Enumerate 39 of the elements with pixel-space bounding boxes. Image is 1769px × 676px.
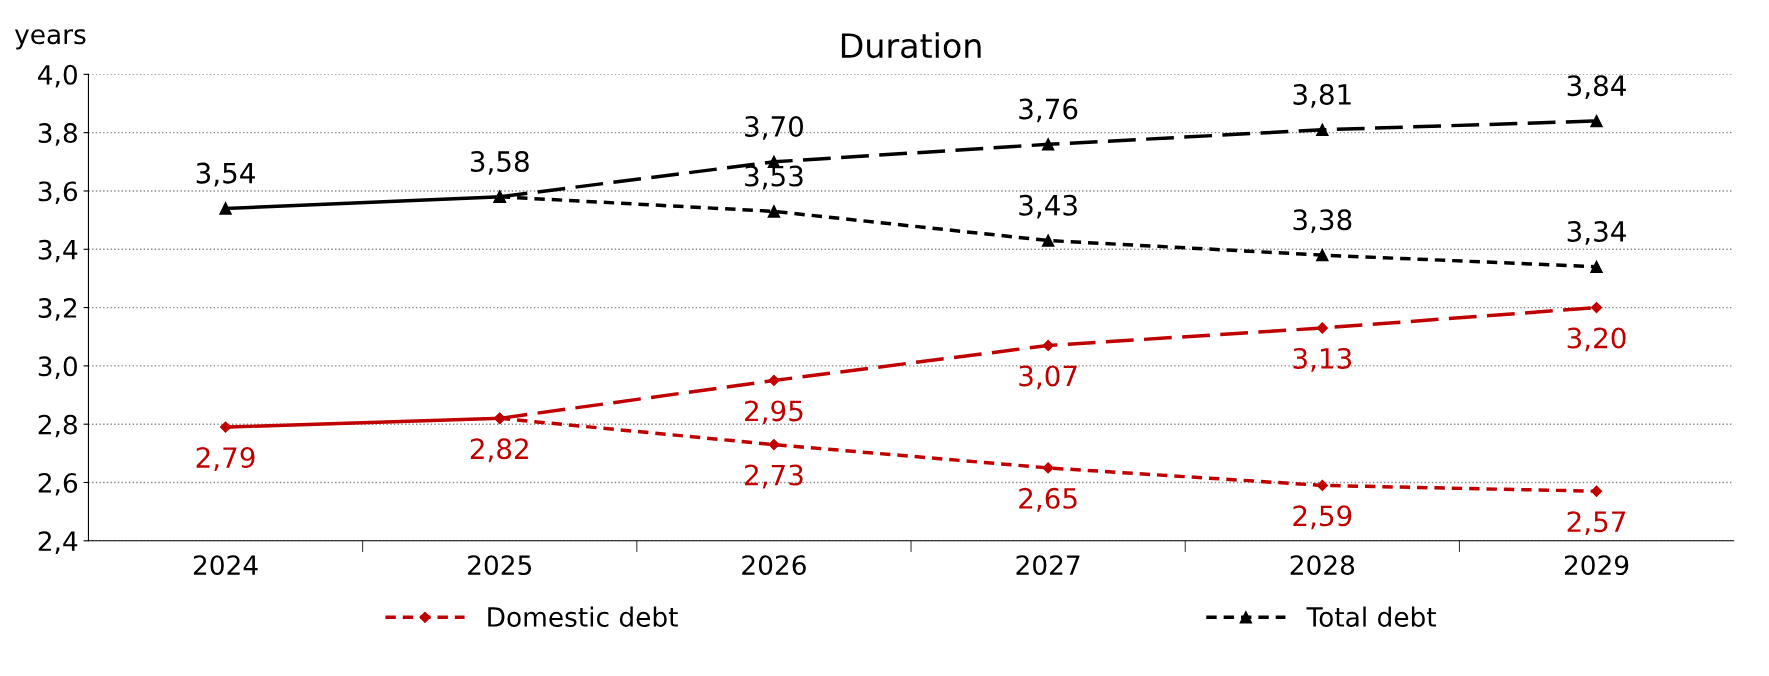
data-label: 3,20 — [1567, 327, 1626, 352]
data-label: 3,58 — [470, 150, 529, 175]
data-label: 3,54 — [196, 162, 255, 187]
x-tick-label: 2024 — [193, 555, 258, 576]
data-label: 2,57 — [1567, 511, 1626, 536]
y-tick-label: 2,6 — [38, 472, 78, 496]
x-tick-label: 2027 — [1016, 555, 1080, 576]
chart-title: Duration — [841, 32, 981, 59]
y-tick-label: 2,4 — [38, 531, 78, 554]
x-tick-label: 2026 — [742, 555, 806, 576]
legend-label: Total debt — [1306, 606, 1437, 627]
data-label: 3,43 — [1019, 194, 1077, 219]
data-label: 2,82 — [470, 438, 528, 463]
data-label: 3,38 — [1293, 209, 1352, 234]
y-tick-label: 3,2 — [38, 298, 77, 321]
data-label: 2,65 — [1019, 487, 1077, 512]
x-tick-label: 2025 — [468, 555, 532, 576]
y-axis-title: years — [14, 29, 86, 50]
data-label: 2,95 — [745, 400, 803, 425]
y-tick-label: 3,0 — [38, 356, 77, 379]
data-label: 3,84 — [1567, 75, 1626, 100]
y-tick-label: 2,8 — [38, 414, 77, 438]
data-label: 3,81 — [1293, 83, 1351, 108]
data-label: 3,34 — [1567, 220, 1626, 245]
x-tick-label: 2029 — [1564, 555, 1629, 576]
data-label: 3,76 — [1019, 98, 1078, 123]
y-tick-label: 3,6 — [38, 181, 78, 205]
y-tick-label: 3,4 — [38, 239, 78, 263]
data-label: 2,73 — [745, 464, 803, 489]
y-tick-label: 4,0 — [38, 64, 77, 88]
data-label: 2,59 — [1293, 505, 1352, 530]
data-label: 3,07 — [1019, 365, 1077, 390]
data-label: 2,79 — [196, 447, 255, 471]
legend-label: Domestic debt — [488, 606, 678, 627]
data-label: 3,13 — [1293, 347, 1352, 372]
data-label: 3,53 — [745, 165, 803, 190]
y-tick-label: 3,8 — [38, 123, 77, 146]
data-label: 3,70 — [745, 115, 804, 140]
x-tick-label: 2028 — [1290, 555, 1355, 576]
